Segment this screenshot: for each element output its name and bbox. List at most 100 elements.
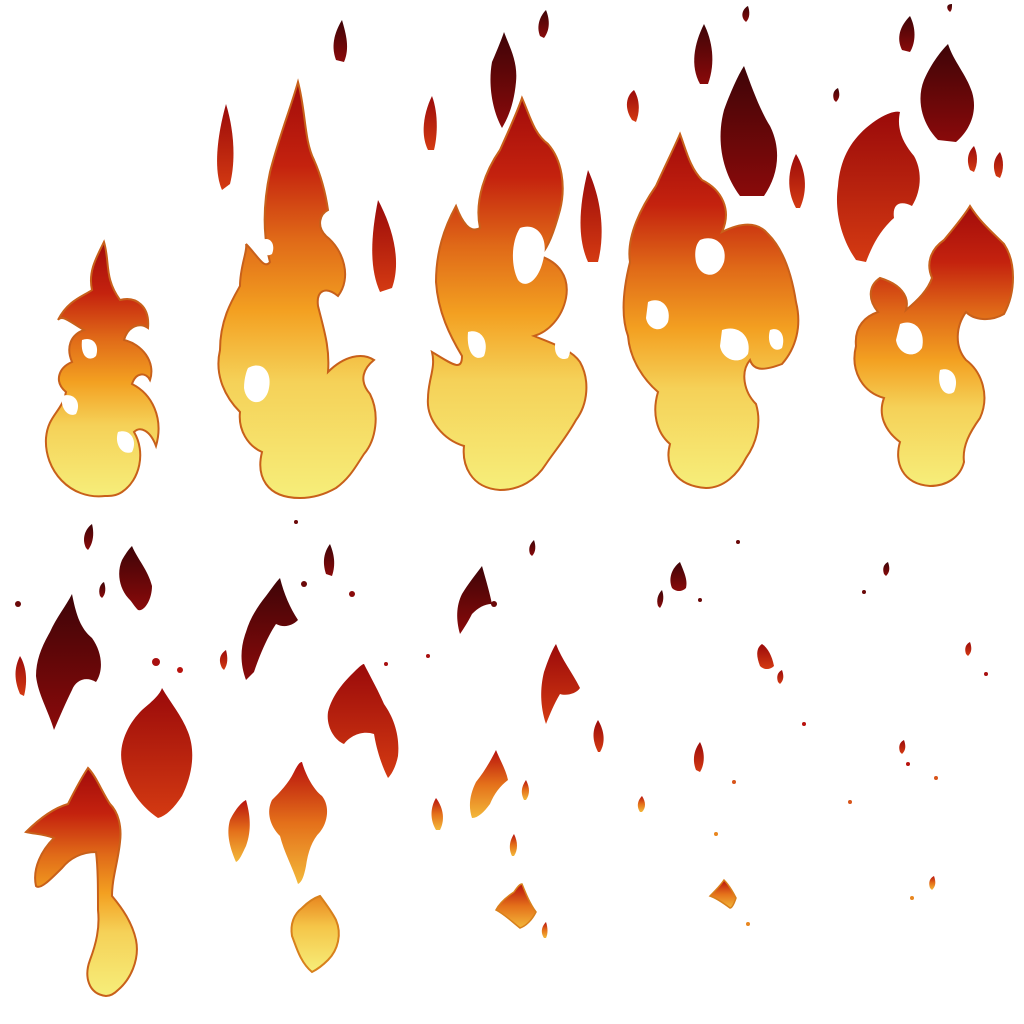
flame-smoke bbox=[670, 562, 687, 591]
flame-smoke bbox=[84, 524, 94, 550]
flame-smoke bbox=[742, 6, 750, 22]
flame-smoke bbox=[119, 546, 152, 611]
flame-tongue bbox=[541, 644, 580, 724]
ember bbox=[714, 832, 718, 836]
flame-smoke bbox=[538, 10, 549, 38]
flame-frame-1 bbox=[44, 239, 160, 498]
flame-tongue bbox=[693, 742, 704, 772]
flame-tongue bbox=[789, 154, 805, 208]
flame-frame-6 bbox=[15, 524, 193, 998]
flame-tongue bbox=[121, 688, 193, 818]
flame-body bbox=[622, 131, 800, 490]
ember bbox=[746, 922, 750, 926]
flame-tongue bbox=[469, 750, 508, 818]
flame-smoke bbox=[920, 44, 975, 142]
flame-hole bbox=[768, 329, 784, 350]
flame-frame-5 bbox=[833, 4, 1014, 488]
ember bbox=[732, 780, 736, 784]
flame-body bbox=[494, 883, 537, 929]
flame-frame-2 bbox=[217, 20, 397, 500]
ember bbox=[934, 776, 938, 780]
flame-tongue bbox=[219, 650, 228, 670]
flame-tongue bbox=[423, 96, 437, 150]
flame-tongue bbox=[836, 111, 920, 262]
flame-tongue bbox=[929, 876, 936, 890]
ember bbox=[906, 762, 910, 766]
flame-tongue bbox=[269, 762, 328, 884]
flame-tongue bbox=[899, 740, 906, 754]
flame-hole bbox=[81, 338, 98, 359]
flame-tongue bbox=[967, 146, 977, 172]
flame-smoke bbox=[899, 16, 915, 52]
flame-tongue bbox=[637, 796, 645, 812]
flame-tongue bbox=[720, 66, 778, 196]
flame-hole bbox=[554, 339, 571, 360]
ember bbox=[984, 672, 988, 676]
ember bbox=[177, 667, 183, 673]
flame-frame-3 bbox=[423, 10, 602, 492]
flame-body bbox=[217, 78, 377, 500]
flame-tongue bbox=[626, 90, 639, 122]
flame-tongue bbox=[541, 922, 548, 938]
flame-frame-4 bbox=[622, 6, 805, 490]
flame-smoke bbox=[99, 582, 106, 598]
ember bbox=[152, 658, 160, 666]
flame-smoke bbox=[241, 578, 298, 680]
ember bbox=[384, 662, 388, 666]
flame-hole bbox=[896, 322, 923, 355]
flame-tongue bbox=[509, 834, 517, 856]
flame-tongue bbox=[228, 800, 250, 862]
flame-frame-8 bbox=[426, 540, 604, 938]
flame-tongue bbox=[327, 664, 399, 778]
flame-frame-7 bbox=[219, 520, 399, 974]
flame-tongue bbox=[593, 720, 604, 752]
flame-smoke bbox=[657, 590, 664, 608]
ember bbox=[426, 654, 430, 658]
flame-tongue bbox=[777, 670, 784, 684]
ember bbox=[349, 591, 355, 597]
flame-tongue bbox=[217, 104, 234, 190]
flame-tongue bbox=[757, 644, 774, 669]
ember bbox=[15, 601, 21, 607]
flame-smoke bbox=[333, 20, 348, 62]
flame-tongue bbox=[372, 200, 397, 292]
flame-hole bbox=[261, 238, 274, 256]
flame-hole bbox=[939, 369, 957, 394]
flame-body bbox=[426, 95, 588, 492]
flame-hole bbox=[467, 331, 486, 358]
flame-tongue bbox=[993, 152, 1003, 178]
ember bbox=[848, 800, 852, 804]
ember bbox=[698, 598, 702, 602]
flame-body bbox=[24, 766, 138, 998]
ember bbox=[862, 590, 866, 594]
flame-hole bbox=[116, 431, 135, 453]
flame-tongue bbox=[521, 780, 529, 800]
ember bbox=[736, 540, 740, 544]
flame-hole bbox=[646, 300, 669, 330]
ember bbox=[910, 896, 914, 900]
flame-hole bbox=[720, 328, 749, 361]
flame-smoke bbox=[457, 566, 492, 634]
flame-smoke bbox=[947, 4, 952, 12]
flame-smoke bbox=[833, 88, 840, 102]
ember bbox=[491, 601, 497, 607]
flame-tongue bbox=[431, 798, 443, 830]
flame-tongue bbox=[580, 170, 602, 262]
ember bbox=[802, 722, 806, 726]
flame-tongue bbox=[965, 642, 972, 656]
flame-body bbox=[708, 878, 737, 909]
flame-body bbox=[290, 894, 340, 974]
flame-smoke bbox=[694, 24, 713, 84]
flame-body bbox=[853, 204, 1014, 488]
flame-hole bbox=[244, 365, 270, 403]
flame-hole bbox=[695, 238, 725, 275]
flame-smoke bbox=[529, 540, 536, 556]
flame-hole bbox=[512, 226, 545, 284]
flame-tongue bbox=[36, 594, 101, 730]
flame-smoke bbox=[883, 562, 890, 576]
ember bbox=[294, 520, 298, 524]
flame-tongue bbox=[15, 656, 27, 696]
flame-smoke bbox=[490, 32, 517, 128]
